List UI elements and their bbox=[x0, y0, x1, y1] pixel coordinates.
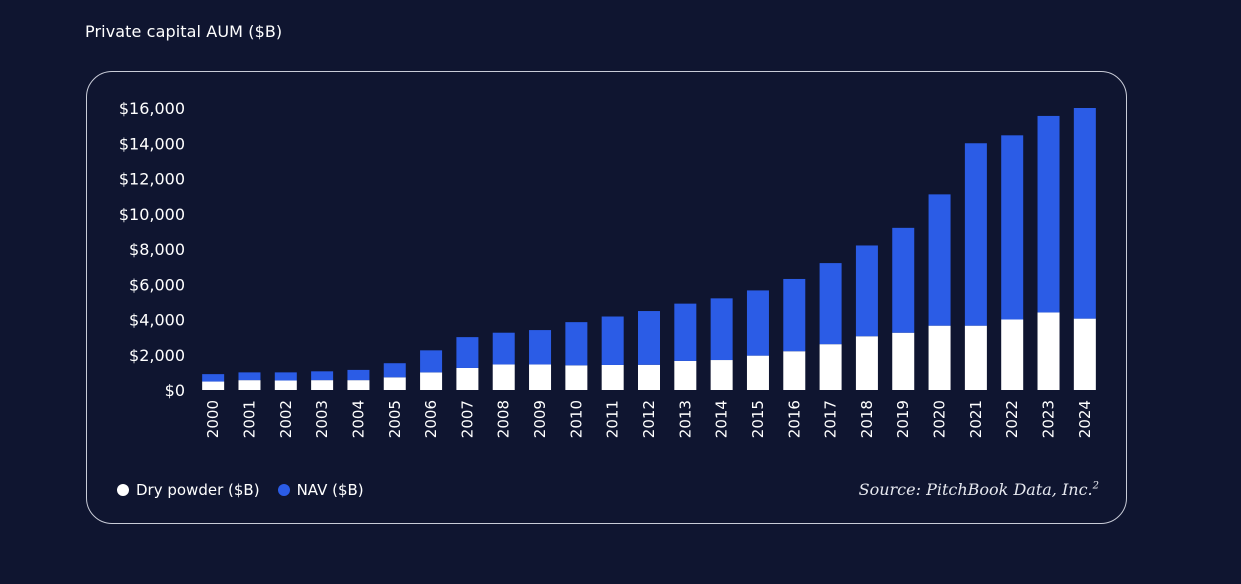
bar-nav bbox=[964, 143, 987, 326]
x-tick-label: 2021 bbox=[967, 400, 985, 438]
x-tick-label: 2004 bbox=[349, 400, 367, 438]
bar-dry-powder bbox=[492, 364, 515, 390]
x-tick-label: 2024 bbox=[1076, 400, 1094, 438]
y-tick-label: $16,000 bbox=[119, 99, 185, 118]
x-tick-label: 2003 bbox=[313, 400, 331, 438]
bar-dry-powder bbox=[783, 351, 806, 390]
source-text: Source: PitchBook Data, Inc. bbox=[858, 480, 1093, 499]
bar-dry-powder bbox=[529, 364, 552, 390]
x-tick-label: 2005 bbox=[386, 400, 404, 438]
x-tick-label: 2023 bbox=[1040, 400, 1058, 438]
bar-dry-powder bbox=[928, 325, 951, 390]
y-tick-label: $12,000 bbox=[119, 170, 185, 189]
chart-legend: Dry powder ($B) NAV ($B) bbox=[117, 481, 364, 499]
bar-dry-powder bbox=[1001, 319, 1024, 390]
y-tick-label: $0 bbox=[165, 381, 185, 400]
x-tick-label: 2008 bbox=[495, 400, 513, 438]
bar-dry-powder bbox=[674, 360, 697, 390]
source-footnote-marker: 2 bbox=[1092, 480, 1099, 492]
bar-dry-powder bbox=[202, 381, 225, 390]
bar-dry-powder bbox=[347, 380, 370, 390]
bar-dry-powder bbox=[1073, 318, 1096, 390]
bar-nav bbox=[601, 316, 624, 365]
x-tick-label: 2006 bbox=[422, 400, 440, 438]
y-tick-label: $4,000 bbox=[129, 311, 185, 330]
legend-label-dry-powder: Dry powder ($B) bbox=[136, 481, 260, 499]
source-note: Source: PitchBook Data, Inc.2 bbox=[859, 480, 1099, 499]
bar-nav bbox=[529, 330, 552, 365]
bar-nav bbox=[1073, 108, 1096, 319]
x-tick-label: 2002 bbox=[277, 400, 295, 438]
y-tick-label: $10,000 bbox=[119, 205, 185, 224]
chart-title: Private capital AUM ($B) bbox=[85, 22, 283, 41]
x-tick-label: 2016 bbox=[785, 400, 803, 438]
legend-item-nav: NAV ($B) bbox=[277, 481, 364, 499]
x-tick-label: 2000 bbox=[204, 400, 222, 438]
bar-dry-powder bbox=[565, 365, 588, 390]
y-tick-label: $8,000 bbox=[129, 240, 185, 259]
bar-dry-powder bbox=[1037, 312, 1060, 390]
bar-nav bbox=[456, 337, 479, 368]
bar-nav bbox=[420, 350, 443, 373]
bar-nav bbox=[710, 298, 733, 361]
bar-dry-powder bbox=[819, 344, 842, 390]
bar-dry-powder bbox=[710, 360, 733, 390]
x-tick-label: 2012 bbox=[640, 400, 658, 438]
bar-dry-powder bbox=[601, 364, 624, 390]
bar-nav bbox=[274, 372, 297, 381]
x-tick-label: 2022 bbox=[1003, 400, 1021, 438]
x-tick-label: 2010 bbox=[567, 400, 585, 438]
bar-dry-powder bbox=[274, 380, 297, 390]
bar-dry-powder bbox=[383, 377, 406, 390]
bar-nav bbox=[746, 290, 769, 356]
chart-card bbox=[86, 71, 1127, 524]
bar-nav bbox=[1001, 135, 1024, 320]
bar-nav bbox=[892, 227, 915, 333]
legend-item-dry-powder: Dry powder ($B) bbox=[117, 481, 260, 499]
bar-nav bbox=[855, 245, 878, 337]
legend-label-nav: NAV ($B) bbox=[296, 481, 364, 499]
bar-dry-powder bbox=[964, 325, 987, 390]
y-tick-label: $2,000 bbox=[129, 346, 185, 365]
x-tick-label: 2019 bbox=[894, 400, 912, 438]
bar-dry-powder bbox=[892, 332, 915, 390]
bar-nav bbox=[202, 374, 225, 382]
x-tick-label: 2014 bbox=[713, 400, 731, 438]
bar-dry-powder bbox=[420, 372, 443, 390]
bar-dry-powder bbox=[855, 336, 878, 390]
bar-nav bbox=[783, 278, 806, 352]
bar-nav bbox=[311, 371, 334, 381]
y-tick-label: $6,000 bbox=[129, 275, 185, 294]
bar-nav bbox=[1037, 115, 1060, 313]
bar-dry-powder bbox=[311, 380, 334, 390]
bar-nav bbox=[674, 303, 697, 361]
bar-nav bbox=[565, 322, 588, 366]
x-tick-label: 2017 bbox=[822, 400, 840, 438]
bar-dry-powder bbox=[746, 355, 769, 390]
y-tick-label: $14,000 bbox=[119, 134, 185, 153]
bar-nav bbox=[238, 372, 261, 381]
bar-nav bbox=[492, 332, 515, 365]
x-tick-label: 2015 bbox=[749, 400, 767, 438]
bar-dry-powder bbox=[238, 380, 261, 390]
x-tick-label: 2018 bbox=[858, 400, 876, 438]
bar-dry-powder bbox=[456, 367, 479, 390]
x-tick-label: 2013 bbox=[676, 400, 694, 438]
bar-nav bbox=[347, 369, 370, 381]
x-tick-label: 2011 bbox=[604, 400, 622, 438]
legend-swatch-nav bbox=[277, 484, 290, 496]
bar-nav bbox=[928, 194, 951, 326]
x-tick-label: 2020 bbox=[931, 400, 949, 438]
x-tick-label: 2001 bbox=[240, 400, 258, 438]
bar-nav bbox=[638, 311, 660, 365]
bar-nav bbox=[383, 363, 406, 378]
bar-nav bbox=[819, 263, 842, 345]
legend-swatch-dry-powder bbox=[117, 484, 129, 496]
x-tick-label: 2007 bbox=[458, 400, 476, 438]
bar-dry-powder bbox=[638, 364, 660, 390]
x-tick-label: 2009 bbox=[531, 400, 549, 438]
